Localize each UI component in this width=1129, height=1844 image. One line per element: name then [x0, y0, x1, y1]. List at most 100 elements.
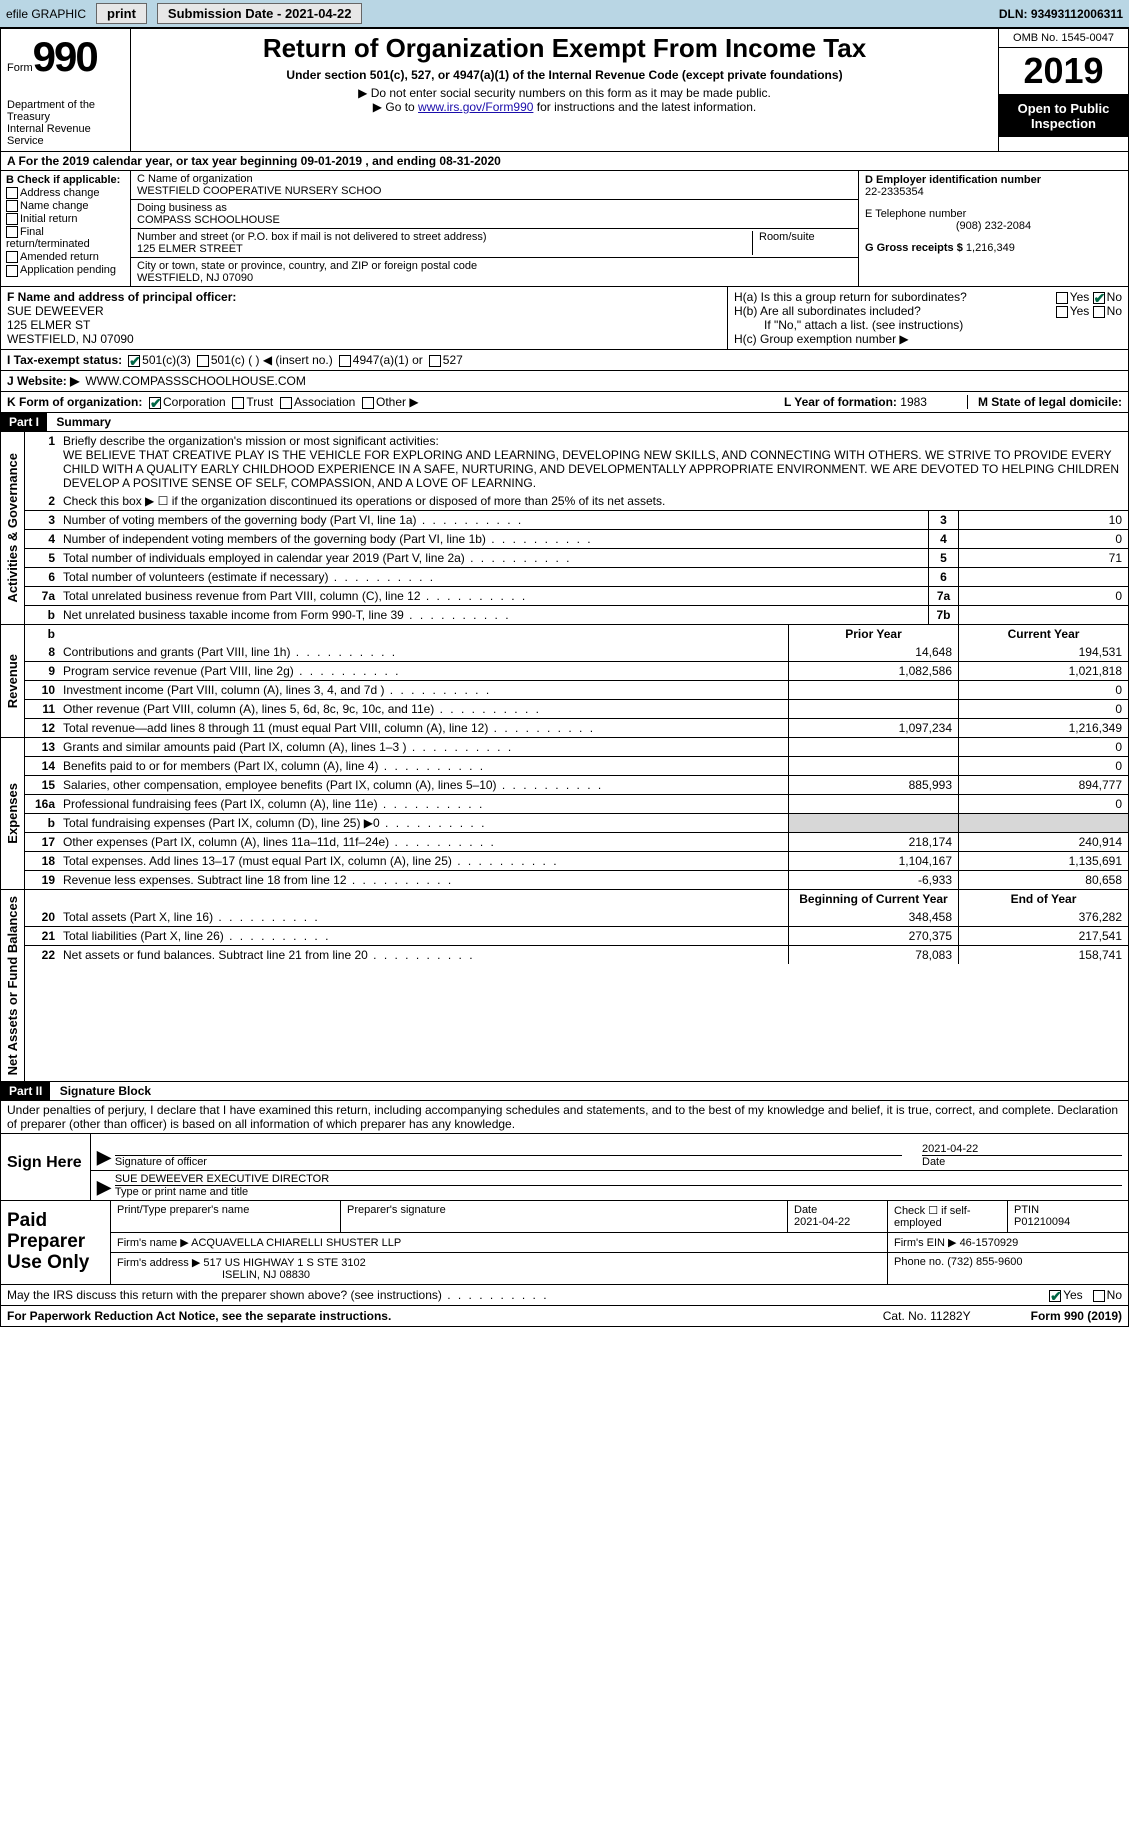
- row-j-website: J Website: ▶ WWW.COMPASSSCHOOLHOUSE.COM: [1, 371, 1128, 392]
- open-public: Open to Public Inspection: [999, 95, 1128, 137]
- prep-date: 2021-04-22: [794, 1216, 850, 1228]
- period-row: A For the 2019 calendar year, or tax yea…: [1, 152, 1128, 171]
- ha-no[interactable]: No: [1093, 290, 1122, 304]
- ssn-note: ▶ Do not enter social security numbers o…: [139, 86, 990, 100]
- section-bcdefg: B Check if applicable: Address change Na…: [1, 171, 1128, 287]
- table-row: 22Net assets or fund balances. Subtract …: [25, 945, 1128, 964]
- efile-topbar: efile GRAPHIC print Submission Date - 20…: [0, 0, 1129, 28]
- paid-preparer-block: Paid Preparer Use Only Print/Type prepar…: [1, 1201, 1128, 1285]
- row-klm: K Form of organization: Corporation Trus…: [1, 392, 1128, 413]
- cb-501c[interactable]: 501(c) ( ) ◀ (insert no.): [197, 353, 333, 367]
- table-row: 10Investment income (Part VIII, column (…: [25, 680, 1128, 699]
- table-row: 13Grants and similar amounts paid (Part …: [25, 738, 1128, 756]
- header-right: OMB No. 1545-0047 2019 Open to Public In…: [998, 29, 1128, 151]
- table-row: 20Total assets (Part X, line 16)348,4583…: [25, 908, 1128, 926]
- discuss-row: May the IRS discuss this return with the…: [1, 1285, 1128, 1306]
- hb-no[interactable]: No: [1093, 304, 1122, 318]
- gov-line: 2Check this box ▶ ☐ if the organization …: [25, 492, 1128, 510]
- sign-here-label: Sign Here: [1, 1134, 91, 1200]
- gov-line: 5Total number of individuals employed in…: [25, 548, 1128, 567]
- table-row: 14Benefits paid to or for members (Part …: [25, 756, 1128, 775]
- cb-4947[interactable]: 4947(a)(1) or: [339, 353, 423, 367]
- sign-date: 2021-04-22: [922, 1143, 1122, 1156]
- cb-application-pending[interactable]: Application pending: [6, 264, 125, 276]
- form-ref: Form 990 (2019): [1031, 1309, 1122, 1323]
- org-name: WESTFIELD COOPERATIVE NURSERY SCHOO: [137, 185, 852, 197]
- arrow-icon: ▶: [97, 1147, 111, 1168]
- cb-initial-return[interactable]: Initial return: [6, 213, 125, 225]
- cat-no: Cat. No. 11282Y: [883, 1309, 971, 1323]
- cb-address-change[interactable]: Address change: [6, 187, 125, 199]
- header-mid: Return of Organization Exempt From Incom…: [131, 29, 998, 151]
- officer-name: SUE DEWEEVER: [7, 304, 721, 318]
- discuss-yes[interactable]: Yes: [1049, 1288, 1083, 1302]
- dln: DLN: 93493112006311: [999, 7, 1123, 21]
- org-city: WESTFIELD, NJ 07090: [137, 272, 852, 284]
- cb-other[interactable]: Other ▶: [362, 395, 419, 409]
- mission-text: WE BELIEVE THAT CREATIVE PLAY IS THE VEH…: [63, 448, 1119, 490]
- table-row: 12Total revenue—add lines 8 through 11 (…: [25, 718, 1128, 737]
- form-number: 990: [33, 33, 97, 80]
- revenue-block: Revenue b Prior Year Current Year 8Contr…: [1, 625, 1128, 738]
- gov-line: 7aTotal unrelated business revenue from …: [25, 586, 1128, 605]
- goto-note: ▶ Go to www.irs.gov/Form990 for instruct…: [139, 100, 990, 114]
- table-row: 9Program service revenue (Part VIII, lin…: [25, 661, 1128, 680]
- perjury-stmt: Under penalties of perjury, I declare th…: [1, 1101, 1128, 1134]
- cb-corp[interactable]: Corporation: [149, 395, 226, 409]
- cb-501c3[interactable]: 501(c)(3): [128, 353, 191, 367]
- section-deg: D Employer identification number 22-2335…: [858, 171, 1128, 286]
- gov-line: 4Number of independent voting members of…: [25, 529, 1128, 548]
- table-row: 17Other expenses (Part IX, column (A), l…: [25, 832, 1128, 851]
- table-row: 8Contributions and grants (Part VIII, li…: [25, 643, 1128, 661]
- arrow-icon: ▶: [97, 1177, 111, 1198]
- form-subtitle: Under section 501(c), 527, or 4947(a)(1)…: [139, 68, 990, 82]
- header-left: Form990 Department of the Treasury Inter…: [1, 29, 131, 151]
- dept-treasury: Department of the Treasury Internal Reve…: [7, 99, 124, 147]
- hb-yes[interactable]: Yes: [1056, 304, 1090, 318]
- telephone: (908) 232-2084: [865, 220, 1122, 232]
- netassets-block: Net Assets or Fund Balances Beginning of…: [1, 890, 1128, 1082]
- table-row: 16aProfessional fundraising fees (Part I…: [25, 794, 1128, 813]
- discuss-no[interactable]: No: [1093, 1288, 1122, 1302]
- cb-assoc[interactable]: Association: [280, 395, 355, 409]
- row-i-tax-exempt: I Tax-exempt status: 501(c)(3) 501(c) ( …: [1, 350, 1128, 371]
- part2-header: Part II Signature Block: [1, 1082, 1128, 1101]
- gov-line: bNet unrelated business taxable income f…: [25, 605, 1128, 624]
- omb-number: OMB No. 1545-0047: [999, 29, 1128, 48]
- year-formation: 1983: [900, 395, 927, 409]
- expenses-block: Expenses 13Grants and similar amounts pa…: [1, 738, 1128, 890]
- vtab-netassets: Net Assets or Fund Balances: [1, 890, 25, 1081]
- cb-final-return[interactable]: Final return/terminated: [6, 226, 125, 250]
- section-c: C Name of organization WESTFIELD COOPERA…: [131, 171, 858, 286]
- section-b: B Check if applicable: Address change Na…: [1, 171, 131, 286]
- firm-phone: (732) 855-9600: [947, 1256, 1022, 1268]
- vtab-governance: Activities & Governance: [1, 432, 25, 624]
- firm-name: ACQUAVELLA CHIARELLI SHUSTER LLP: [191, 1237, 401, 1249]
- cb-trust[interactable]: Trust: [232, 395, 273, 409]
- firm-ein: 46-1570929: [960, 1237, 1019, 1249]
- org-dba: COMPASS SCHOOLHOUSE: [137, 214, 852, 226]
- website-url: WWW.COMPASSSCHOOLHOUSE.COM: [85, 374, 305, 388]
- gov-line: 3Number of voting members of the governi…: [25, 510, 1128, 529]
- submission-date-button[interactable]: Submission Date - 2021-04-22: [157, 3, 363, 24]
- cb-527[interactable]: 527: [429, 353, 463, 367]
- cb-name-change[interactable]: Name change: [6, 200, 125, 212]
- print-button[interactable]: print: [96, 3, 147, 24]
- section-fh: F Name and address of principal officer:…: [1, 287, 1128, 350]
- gross-receipts: 1,216,349: [966, 242, 1015, 254]
- form-title: Return of Organization Exempt From Incom…: [139, 33, 990, 64]
- governance-block: Activities & Governance 1 Briefly descri…: [1, 432, 1128, 625]
- cb-amended-return[interactable]: Amended return: [6, 251, 125, 263]
- ha-yes[interactable]: Yes: [1056, 290, 1090, 304]
- sign-here-block: Sign Here ▶ Signature of officer 2021-04…: [1, 1134, 1128, 1201]
- form-990: Form990 Department of the Treasury Inter…: [0, 28, 1129, 1327]
- table-row: bTotal fundraising expenses (Part IX, co…: [25, 813, 1128, 832]
- page-footer: For Paperwork Reduction Act Notice, see …: [1, 1306, 1128, 1326]
- section-h: H(a) Is this a group return for subordin…: [728, 287, 1128, 349]
- mission-block: Briefly describe the organization's miss…: [59, 432, 1128, 492]
- ptin: P01210094: [1014, 1216, 1070, 1228]
- tax-year: 2019: [999, 48, 1128, 95]
- vtab-expenses: Expenses: [1, 738, 25, 889]
- irs-link[interactable]: www.irs.gov/Form990: [418, 100, 533, 114]
- ein: 22-2335354: [865, 186, 1122, 198]
